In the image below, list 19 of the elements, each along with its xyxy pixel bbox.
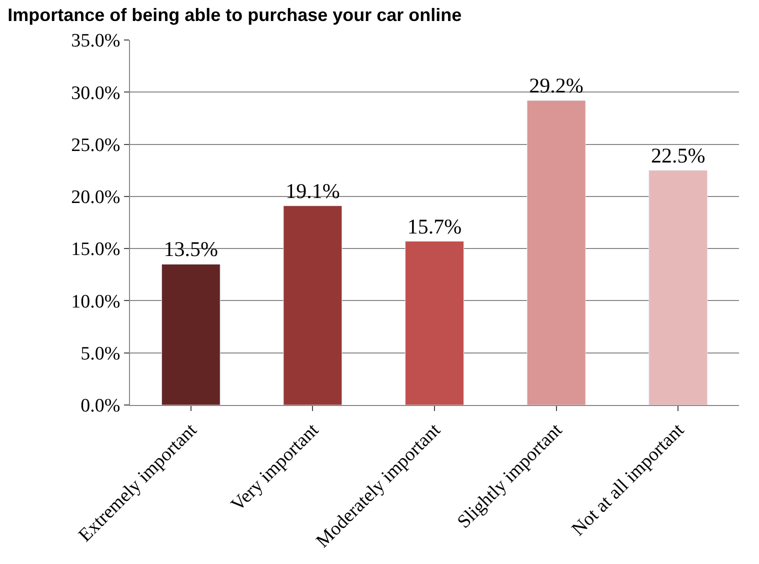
chart-title: Importance of being able to purchase your car online <box>8 5 462 26</box>
data-label: 22.5% <box>650 143 706 168</box>
y-tick-label: 15.0% <box>71 239 120 260</box>
bar <box>283 206 342 405</box>
bar <box>526 100 586 405</box>
y-tick-label: 35.0% <box>71 30 120 52</box>
y-tick-label: 5.0% <box>80 344 120 365</box>
bar <box>405 241 464 405</box>
y-tick-label: 10.0% <box>71 291 120 312</box>
y-tick-label: 30.0% <box>71 82 120 104</box>
data-label: 29.2% <box>529 73 584 98</box>
y-tick-label: 0.0% <box>80 396 120 417</box>
data-label: 13.5% <box>164 237 218 262</box>
bar <box>648 170 708 405</box>
data-label: 19.1% <box>286 178 340 203</box>
y-tick-label: 20.0% <box>71 187 120 208</box>
data-label: 15.7% <box>407 214 462 238</box>
bar <box>161 264 220 405</box>
y-tick-label: 25.0% <box>71 134 120 156</box>
